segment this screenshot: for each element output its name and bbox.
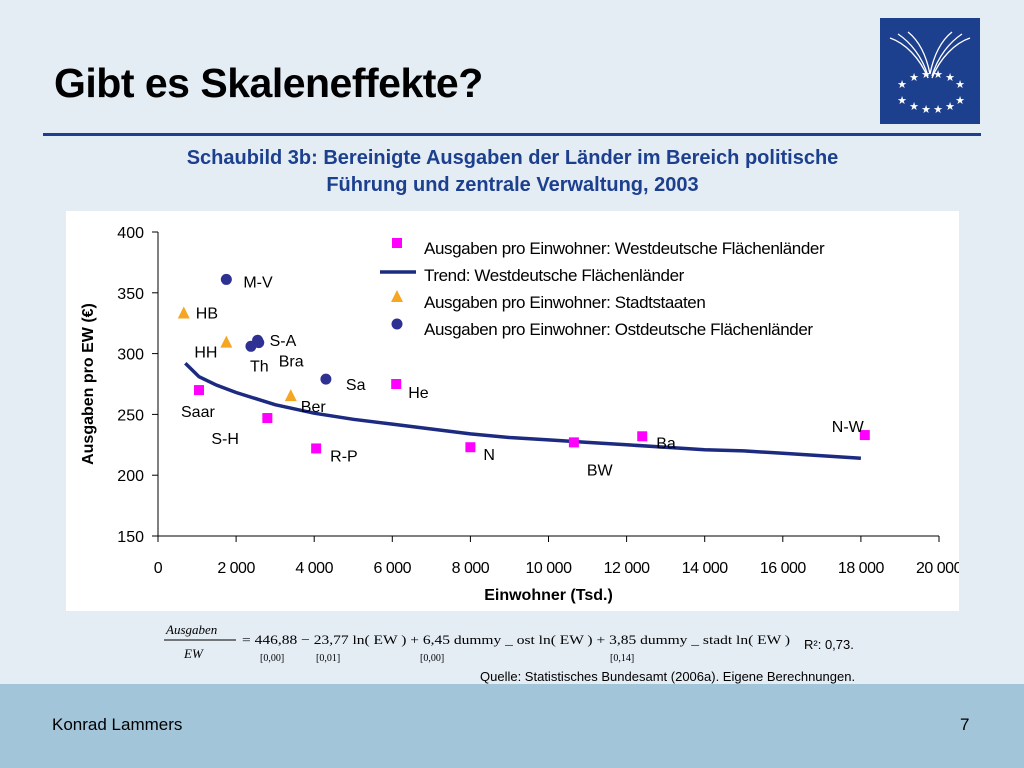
- svg-text:★: ★: [945, 71, 955, 84]
- x-tick-label: 20 000: [916, 560, 959, 577]
- x-tick-label: 2 000: [217, 560, 255, 577]
- chart-caption-line-2: Führung und zentrale Verwaltung, 2003: [326, 174, 699, 196]
- chart-caption: Schaubild 3b: Bereinigte Ausgaben der Lä…: [60, 145, 965, 199]
- legend-box: [376, 236, 936, 344]
- r-squared-value: R²: 0,73.: [804, 637, 854, 652]
- point-label: BW: [587, 462, 614, 479]
- point-label: S-A: [270, 333, 297, 350]
- point-label: N: [483, 447, 495, 464]
- y-tick-label: 250: [117, 407, 144, 424]
- data-point-square: [391, 379, 402, 389]
- trend-layer: [184, 362, 862, 460]
- y-tick-label: 350: [117, 286, 144, 303]
- data-point-circle: [220, 273, 232, 285]
- chart-marks: Saar S-H R-P He N BW Ba N-W HB HH Ber M-V S-A Bra Th Sa: [177, 273, 870, 479]
- svg-text:★: ★: [933, 68, 943, 81]
- point-label: HH: [194, 345, 217, 362]
- point-label: Saar: [181, 404, 215, 421]
- data-point-square: [568, 437, 579, 448]
- x-tick-label: 16 000: [760, 560, 807, 577]
- y-tick-label: 400: [117, 225, 144, 242]
- formula-expression: = 446,88 − 23,77 ln( EW ) + 6,45 dummy _…: [242, 632, 790, 647]
- formula-denominator: EW: [183, 646, 204, 661]
- slide-title: Gibt es Skaleneffekte?: [54, 60, 483, 106]
- point-label: He: [408, 385, 429, 402]
- x-tick-label: 0: [154, 560, 163, 577]
- formula-p-value-4: [0,14]: [610, 653, 634, 664]
- source-note: Quelle: Statistisches Bundesamt (2006a).…: [480, 669, 856, 684]
- x-tick-label: 6 000: [374, 560, 412, 577]
- legend-swatch-circle: [391, 318, 403, 330]
- point-label: Ber: [301, 399, 327, 416]
- author-name: Konrad Lammers: [52, 715, 183, 734]
- y-tick-label: 300: [117, 347, 144, 364]
- data-point-square: [859, 430, 870, 441]
- legend-swatch-triangle: [391, 290, 403, 302]
- data-point-square: [311, 443, 322, 454]
- svg-text:★: ★: [955, 94, 965, 107]
- legend-entry: Ausgaben pro Einwohner: Ostdeutsche Fläc…: [424, 320, 813, 339]
- svg-text:★: ★: [955, 78, 965, 91]
- x-tick-label: 8 000: [452, 560, 490, 577]
- point-label: N-W: [832, 419, 865, 436]
- point-label: Bra: [279, 354, 304, 371]
- scatter-chart: 150 200 250 300 350 400 0 2 000 4 000 6 000 8 000 1…: [66, 211, 959, 611]
- point-label: HB: [196, 305, 218, 322]
- x-tick-label: 18 000: [838, 560, 885, 577]
- title-divider: [43, 133, 981, 136]
- point-label: Sa: [346, 377, 366, 394]
- point-label: M-V: [243, 274, 273, 291]
- legend-entry: Trend: Westdeutsche Flächenländer: [424, 266, 685, 285]
- svg-text:★: ★: [933, 103, 943, 116]
- x-tick-label: 12 000: [604, 560, 651, 577]
- formula-p-value-1: [0,00]: [260, 653, 284, 664]
- svg-text:★: ★: [921, 103, 931, 116]
- y-tick-label: 200: [117, 468, 144, 485]
- x-tick-label: 10 000: [526, 560, 573, 577]
- data-point-triangle: [177, 306, 190, 319]
- regression-formula: Ausgaben EW = 446,88 − 23,77 ln( EW ) + …: [164, 622, 790, 664]
- formula-p-value-3: [0,00]: [420, 653, 444, 664]
- x-tick-label: 14 000: [682, 560, 729, 577]
- chart-axes: 150 200 250 300 350 400 0 2 000 4 000 6 000 8 000 1…: [80, 225, 959, 604]
- data-point-circle: [245, 340, 257, 352]
- footer-bar: Konrad Lammers 7: [0, 684, 1024, 768]
- svg-text:★: ★: [909, 100, 919, 113]
- x-tick-label: 4 000: [295, 560, 333, 577]
- svg-text:★: ★: [909, 71, 919, 84]
- svg-text:★: ★: [897, 94, 907, 107]
- trend-line: [184, 362, 862, 460]
- data-point-triangle: [220, 335, 233, 348]
- data-point-square: [465, 442, 476, 453]
- data-point-square: [262, 413, 273, 424]
- data-point-circle: [320, 373, 332, 385]
- legend-entry: Ausgaben pro Einwohner: Westdeutsche Flä…: [424, 239, 825, 258]
- svg-text:★: ★: [945, 100, 955, 113]
- svg-text:★: ★: [897, 78, 907, 91]
- chart-legend: Ausgaben pro Einwohner: Westdeutsche Flä…: [376, 236, 936, 344]
- svg-text:★: ★: [921, 68, 931, 81]
- point-label: Th: [250, 358, 269, 375]
- legend-swatch-square: [392, 238, 402, 248]
- legend-entry: Ausgaben pro Einwohner: Stadtstaaten: [424, 293, 705, 312]
- eu-stars-logo-icon: ★★ ★ ★ ★★ ★ ★ ★ ★ ★ ★: [880, 18, 980, 124]
- x-axis-title: Einwohner (Tsd.): [484, 587, 613, 604]
- point-label: R-P: [330, 448, 358, 465]
- point-label: S-H: [211, 431, 239, 448]
- y-axis-title: Ausgaben pro EW (€): [80, 303, 97, 465]
- point-label: Ba: [656, 435, 676, 452]
- data-point-square: [637, 431, 648, 442]
- page-number: 7: [960, 715, 970, 734]
- data-point-triangle: [284, 389, 297, 402]
- formula-p-value-2: [0,01]: [316, 653, 340, 664]
- y-tick-label: 150: [117, 529, 144, 546]
- chart-caption-line-1: Schaubild 3b: Bereinigte Ausgaben der Lä…: [186, 147, 839, 169]
- data-point-square: [194, 385, 205, 396]
- formula-numerator: Ausgaben: [165, 622, 217, 637]
